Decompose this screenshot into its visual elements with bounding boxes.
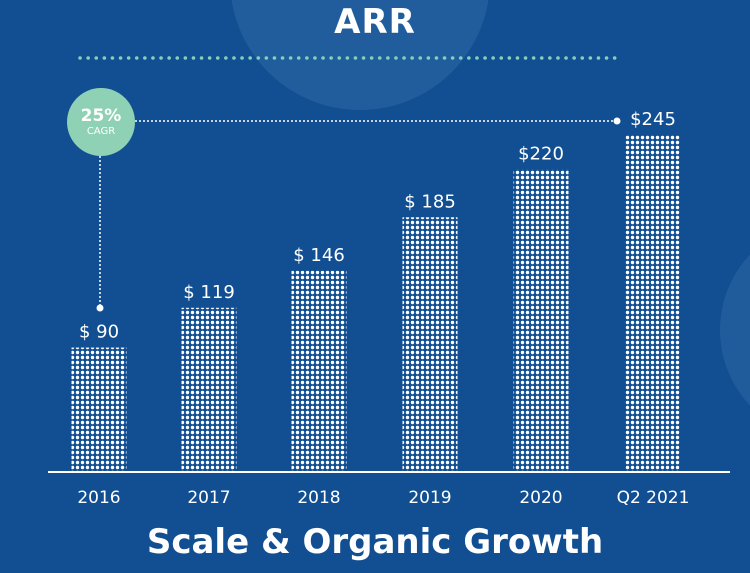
value-label: $ 119 [183,282,235,303]
bar-2019 [402,217,458,471]
cagr-badge: 25% CAGR [67,88,135,156]
category-label: 2019 [408,488,451,508]
cagr-connector-start-dot [96,304,104,312]
value-label: $220 [518,143,564,164]
value-label: $ 146 [293,245,345,266]
bars-layer [71,135,681,472]
bar-2018 [291,270,347,471]
cagr-value: 25% [80,105,122,126]
chart-title: ARR [334,2,416,42]
bar-q2-2021 [625,135,681,471]
value-label: $ 185 [404,191,456,212]
category-label: 2017 [187,488,230,508]
footer-title: Scale & Organic Growth [146,522,604,562]
category-label: Q2 2021 [617,488,690,508]
labels-layer: $ 90 2016 $ 119 2017 $ 146 2018 $ 185 2019 $220 2… [77,109,689,508]
cagr-connector-end-dot [613,117,621,125]
cagr-label: CAGR [86,125,116,137]
bar-2020 [513,169,569,472]
bar-2016 [71,347,127,471]
value-label: $ 90 [79,322,119,343]
value-label: $245 [630,109,676,130]
category-label: 2016 [77,488,120,508]
decor-circle-right [720,254,750,406]
bar-2017 [181,307,237,471]
category-label: 2020 [519,488,562,508]
category-label: 2018 [297,488,340,508]
decor-circle-top [231,0,489,110]
